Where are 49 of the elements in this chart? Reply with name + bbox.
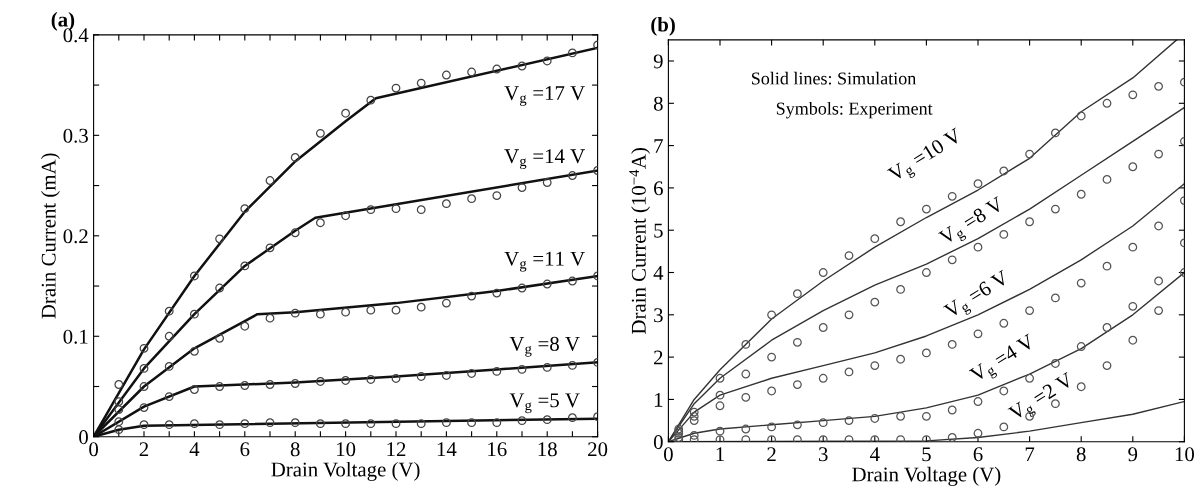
x-tick-label: 10 xyxy=(337,442,356,457)
text: V$_{g}$ =6 V xyxy=(942,269,1013,324)
series-label: V$_{g}$ =11 V xyxy=(504,251,585,272)
y-tick-label: 1 xyxy=(654,392,663,407)
series-label: V$_{g}$ =14 V xyxy=(504,149,585,170)
x-tick-label: 3 xyxy=(818,447,828,462)
y-tick-label: 2 xyxy=(654,350,663,365)
x-tick-label: 18 xyxy=(538,442,557,457)
annotation: Solid lines: Simulation xyxy=(751,71,917,85)
y-tick-label: 4 xyxy=(653,266,664,280)
y-tick-label: 6 xyxy=(654,181,663,196)
x-tick-label: 12 xyxy=(387,442,406,457)
y-tick-label: 8 xyxy=(653,96,663,111)
x-tick-label: 9 xyxy=(1128,447,1138,462)
x-tick-label: 2 xyxy=(139,442,149,457)
x-tick-label: 8 xyxy=(290,442,300,457)
chart-title: (b) xyxy=(651,16,675,36)
annotation: Symbols: Experiment xyxy=(776,101,933,119)
x-tick-label: 2 xyxy=(767,447,776,462)
y-tick-label: 0.2 xyxy=(63,229,88,244)
series-label: V$_{g}$ =8 V xyxy=(509,336,580,357)
y-tick-label: 0.3 xyxy=(63,128,88,143)
x-tick-label: 0 xyxy=(89,442,99,457)
x-tick-label: 4 xyxy=(189,442,200,457)
x-tick-label: 7 xyxy=(1025,447,1035,462)
x-axis-title: Drain Voltage (V) xyxy=(271,461,420,481)
y-tick-label: 0.1 xyxy=(63,329,88,344)
x-tick-label: 6 xyxy=(973,447,983,462)
x-tick-label: 6 xyxy=(240,442,250,457)
x-tick-label: 14 xyxy=(437,442,457,457)
x-axis-title: Drain Voltage (V) xyxy=(852,466,1001,486)
x-tick-label: 20 xyxy=(588,442,608,457)
series-label: V$_{g}$ =5 V xyxy=(509,393,580,414)
series-label: V$_{g}$ =17 V xyxy=(504,86,585,106)
text: V$_{g}$ =10 V xyxy=(886,127,966,187)
x-tick-label: 16 xyxy=(488,442,507,457)
y-tick-label: 7 xyxy=(654,139,663,153)
x-tick-label: 10 xyxy=(1175,447,1195,462)
y-tick-label: 5 xyxy=(654,223,663,238)
x-tick-label: 5 xyxy=(922,447,931,462)
text: V$_{g}$ =8 V xyxy=(937,196,1008,251)
x-tick-label: 8 xyxy=(1076,447,1086,462)
x-tick-label: 1 xyxy=(716,447,724,462)
y-tick-label: 0 xyxy=(79,430,88,445)
y-axis-title: Drain Current (mA) xyxy=(41,153,60,319)
x-tick-label: 4 xyxy=(870,447,880,462)
y-axis-title: Drain Current (10$^{−4}$A) xyxy=(629,148,651,334)
y-tick-label: 9 xyxy=(653,54,663,69)
y-tick-label: 3 xyxy=(654,308,663,323)
